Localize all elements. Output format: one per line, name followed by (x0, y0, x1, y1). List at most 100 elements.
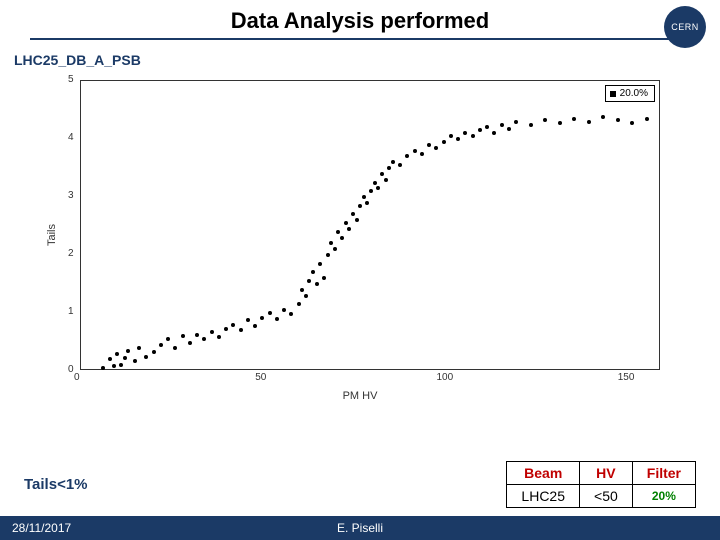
page-title: Data Analysis performed (0, 8, 720, 34)
scatter-point (340, 236, 344, 240)
scatter-point (144, 355, 148, 359)
scatter-point (166, 337, 170, 341)
scatter-point (210, 330, 214, 334)
x-tick-label: 100 (437, 372, 454, 383)
scatter-point (133, 359, 137, 363)
y-axis-label: Tails (46, 224, 58, 246)
scatter-point (344, 221, 348, 225)
scatter-point (478, 128, 482, 132)
scatter-point (188, 341, 192, 345)
scatter-point (347, 227, 351, 231)
scatter-point (119, 363, 123, 367)
table-cell-hv: <50 (580, 485, 633, 508)
y-tick-label: 2 (68, 248, 74, 259)
scatter-point (108, 357, 112, 361)
scatter-point (304, 294, 308, 298)
title-underline (30, 38, 690, 40)
scatter-point (630, 121, 634, 125)
scatter-point (449, 134, 453, 138)
table-header-filter: Filter (632, 462, 695, 485)
table-row: LHC25 <50 20% (507, 485, 696, 508)
footer-date: 28/11/2017 (12, 521, 71, 535)
scatter-point (282, 308, 286, 312)
legend-marker-icon (610, 91, 616, 97)
table-header-beam: Beam (507, 462, 580, 485)
scatter-point (318, 262, 322, 266)
scatter-point (300, 288, 304, 292)
scatter-point (322, 276, 326, 280)
scatter-point (376, 186, 380, 190)
scatter-point (311, 270, 315, 274)
scatter-point (456, 137, 460, 141)
x-tick-label: 150 (618, 372, 635, 383)
scatter-point (126, 349, 130, 353)
scatter-point (326, 253, 330, 257)
tails-threshold-label: Tails<1% (24, 476, 88, 493)
scatter-point (137, 346, 141, 350)
scatter-point (391, 160, 395, 164)
scatter-point (387, 166, 391, 170)
scatter-point (514, 120, 518, 124)
scatter-point (246, 318, 250, 322)
scatter-point (260, 316, 264, 320)
scatter-point (351, 212, 355, 216)
scatter-point (543, 118, 547, 122)
scatter-point (202, 337, 206, 341)
scatter-point (405, 154, 409, 158)
scatter-point (645, 117, 649, 121)
scatter-point (616, 118, 620, 122)
legend-label: 20.0% (620, 88, 648, 99)
table-header-hv: HV (580, 462, 633, 485)
scatter-point (112, 364, 116, 368)
bottom-row: Tails<1% Beam HV Filter LHC25 <50 20% (0, 460, 720, 508)
logo-text: CERN (671, 22, 699, 32)
scatter-point (500, 123, 504, 127)
scatter-point (427, 143, 431, 147)
scatter-point (485, 125, 489, 129)
scatter-point (181, 334, 185, 338)
scatter-point (369, 189, 373, 193)
scatter-point (380, 172, 384, 176)
scatter-point (420, 152, 424, 156)
x-tick-label: 50 (255, 372, 266, 383)
footer-author: E. Piselli (337, 521, 383, 535)
scatter-point (529, 123, 533, 127)
footer-bar: 28/11/2017 E. Piselli (0, 516, 720, 540)
scatter-point (558, 121, 562, 125)
scatter-point (362, 195, 366, 199)
legend: 20.0% (605, 85, 655, 102)
dataset-label: LHC25_DB_A_PSB (14, 52, 720, 68)
x-axis-label: PM HV (343, 390, 378, 402)
scatter-point (333, 247, 337, 251)
scatter-point (507, 127, 511, 131)
y-tick-label: 5 (68, 74, 74, 85)
y-tick-label: 0 (68, 364, 74, 375)
y-tick-label: 1 (68, 306, 74, 317)
info-table: Beam HV Filter LHC25 <50 20% (506, 461, 696, 508)
scatter-point (336, 230, 340, 234)
x-tick-label: 0 (74, 372, 80, 383)
scatter-point (601, 115, 605, 119)
scatter-chart: Tails 20.0% PM HV 012345050100150 (40, 70, 680, 400)
scatter-point (123, 356, 127, 360)
scatter-point (572, 117, 576, 121)
scatter-point (355, 218, 359, 222)
scatter-point (239, 328, 243, 332)
scatter-point (463, 131, 467, 135)
scatter-point (101, 366, 105, 370)
scatter-point (115, 352, 119, 356)
table-header-row: Beam HV Filter (507, 462, 696, 485)
scatter-point (217, 335, 221, 339)
scatter-point (365, 201, 369, 205)
scatter-point (159, 343, 163, 347)
scatter-point (315, 282, 319, 286)
scatter-point (268, 311, 272, 315)
plot-area: 20.0% (80, 80, 660, 370)
scatter-point (413, 149, 417, 153)
scatter-point (587, 120, 591, 124)
scatter-point (307, 279, 311, 283)
scatter-point (173, 346, 177, 350)
scatter-point (224, 327, 228, 331)
scatter-point (152, 350, 156, 354)
scatter-point (492, 131, 496, 135)
